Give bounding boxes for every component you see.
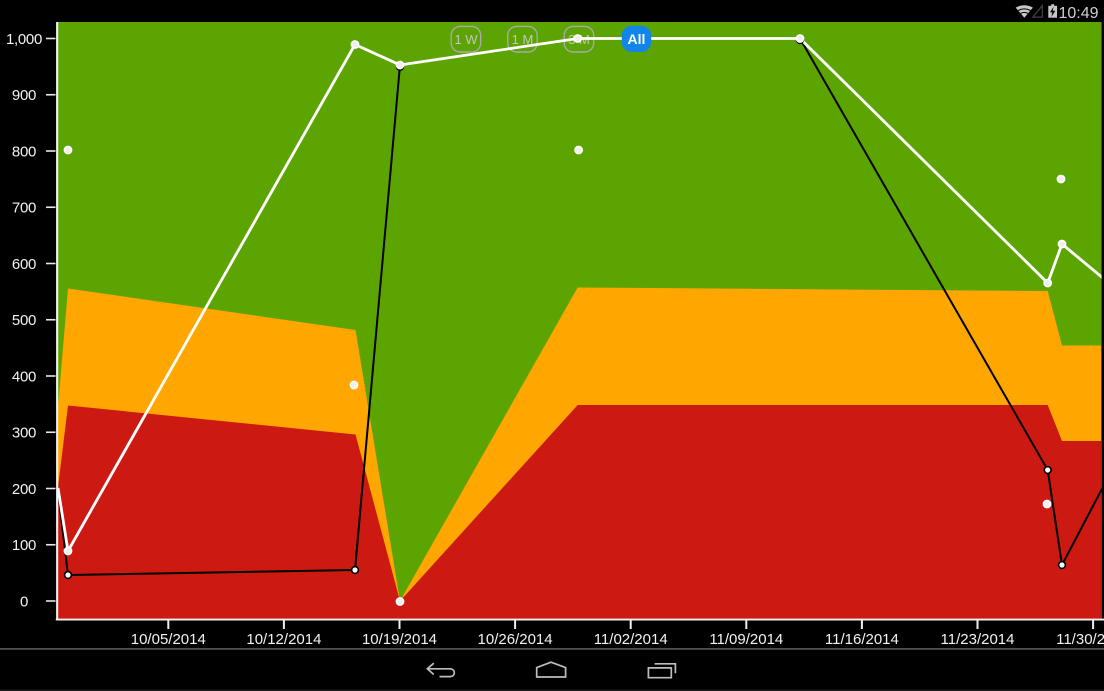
svg-text:1 M: 1 M [512, 32, 534, 47]
svg-text:11/30/2014: 11/30/2014 [1056, 631, 1104, 648]
svg-text:10/19/2014: 10/19/2014 [362, 631, 437, 648]
svg-text:All: All [628, 31, 646, 47]
svg-text:300: 300 [12, 425, 36, 442]
svg-text:10:49: 10:49 [1058, 5, 1098, 22]
svg-text:900: 900 [12, 87, 36, 104]
svg-text:0: 0 [20, 593, 28, 610]
svg-text:10/05/2014: 10/05/2014 [131, 631, 206, 648]
svg-text:500: 500 [12, 312, 36, 329]
svg-text:600: 600 [12, 256, 36, 273]
svg-text:11/16/2014: 11/16/2014 [825, 631, 899, 648]
svg-text:11/02/2014: 11/02/2014 [594, 631, 668, 648]
svg-text:11/23/2014: 11/23/2014 [941, 631, 1015, 648]
svg-text:800: 800 [12, 143, 36, 160]
svg-text:200: 200 [12, 481, 36, 498]
svg-text:11/09/2014: 11/09/2014 [709, 631, 783, 648]
svg-text:1,000: 1,000 [6, 31, 42, 48]
svg-text:400: 400 [12, 368, 36, 385]
svg-text:1 W: 1 W [454, 32, 478, 47]
svg-text:10/12/2014: 10/12/2014 [246, 631, 321, 648]
svg-text:100: 100 [12, 537, 36, 554]
svg-text:10/26/2014: 10/26/2014 [478, 631, 553, 648]
svg-text:700: 700 [12, 200, 36, 217]
